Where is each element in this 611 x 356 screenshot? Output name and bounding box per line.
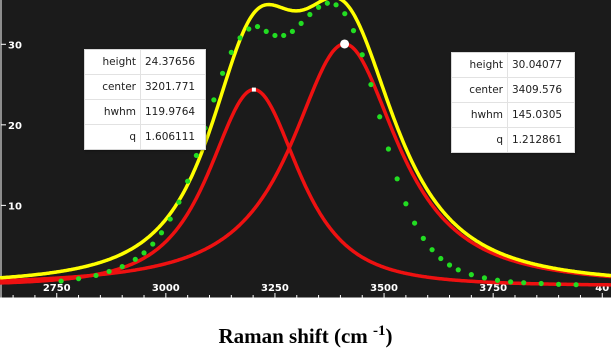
data-point xyxy=(219,70,226,76)
data-point xyxy=(438,255,444,262)
data-point xyxy=(446,262,453,268)
y-tick-label-20: 20 xyxy=(8,121,22,132)
x-tick-label-3500: 3500 xyxy=(370,283,398,294)
data-point xyxy=(176,199,182,205)
x-tick-label-3750: 3750 xyxy=(479,283,507,294)
data-point xyxy=(556,281,562,287)
data-point xyxy=(298,20,304,26)
left-q-label: q xyxy=(85,125,141,149)
right-height-value: 30.04077 xyxy=(512,59,563,71)
right-row-center: center 3409.576 xyxy=(452,78,574,103)
x-axis-title-main: Raman shift (cm xyxy=(218,324,368,348)
data-point xyxy=(307,11,313,18)
left-q-value: 1.606111 xyxy=(145,131,196,143)
data-point xyxy=(403,201,409,207)
data-point xyxy=(494,277,501,283)
x-tick-label-3250: 3250 xyxy=(261,283,289,294)
data-point xyxy=(150,241,156,247)
right-row-q: q 1.212861 xyxy=(452,128,574,152)
x-tick-label-3000: 3000 xyxy=(152,283,180,294)
data-point xyxy=(132,256,138,262)
right-q-value: 1.212861 xyxy=(512,134,563,146)
data-point xyxy=(228,49,234,55)
left-center-value: 3201.771 xyxy=(145,81,196,93)
right-height-label: height xyxy=(452,53,508,77)
data-point xyxy=(521,280,527,286)
component-curve-2 xyxy=(0,42,611,283)
data-point xyxy=(508,279,514,285)
data-point xyxy=(315,4,322,10)
data-point xyxy=(158,230,165,236)
data-point xyxy=(211,97,217,103)
left-row-hwhm: hwhm 119.9764 xyxy=(85,100,205,125)
data-point xyxy=(272,32,278,39)
data-point xyxy=(368,81,374,88)
data-point xyxy=(106,268,112,275)
x-axis-title: Raman shift (cm -1) xyxy=(0,323,611,349)
right-q-label: q xyxy=(452,128,508,152)
y-tick-label-30: 30 xyxy=(8,40,22,51)
right-hwhm-value: 145.0305 xyxy=(512,109,563,121)
data-point xyxy=(193,152,199,159)
data-point xyxy=(246,26,252,32)
data-point xyxy=(573,282,579,288)
data-point xyxy=(538,280,544,287)
data-point xyxy=(58,278,64,284)
data-point xyxy=(237,35,243,41)
data-point xyxy=(342,11,348,17)
right-center-label: center xyxy=(452,78,508,102)
right-row-hwhm: hwhm 145.0305 xyxy=(452,103,574,128)
data-point xyxy=(93,272,99,279)
left-height-value: 24.37656 xyxy=(145,56,196,68)
x-axis-title-superscript: -1 xyxy=(373,323,386,339)
data-point xyxy=(141,250,147,256)
data-point xyxy=(119,263,125,270)
left-row-center: center 3201.771 xyxy=(85,75,205,100)
data-point xyxy=(281,32,287,39)
right-center-value: 3409.576 xyxy=(512,84,563,96)
data-point xyxy=(429,247,435,253)
data-point xyxy=(185,178,191,184)
x-tick-label-4000: 40 xyxy=(595,283,609,294)
x-tick-label-2750: 2750 xyxy=(43,283,71,294)
data-point xyxy=(455,267,461,273)
data-point xyxy=(167,216,173,222)
left-center-label: center xyxy=(85,75,141,99)
fit-curve xyxy=(0,0,611,280)
data-point xyxy=(420,235,426,241)
data-point xyxy=(377,114,383,120)
left-peak-parameters[interactable]: height 24.37656 center 3201.771 hwhm 119… xyxy=(84,49,206,150)
data-point xyxy=(263,28,269,35)
left-height-label: height xyxy=(85,50,141,74)
data-point xyxy=(75,276,82,282)
data-point xyxy=(324,0,330,6)
data-point xyxy=(481,275,488,281)
left-hwhm-value: 119.9764 xyxy=(145,106,196,118)
data-point xyxy=(333,2,339,8)
data-point xyxy=(289,28,296,35)
data-point xyxy=(385,146,392,152)
left-row-q: q 1.606111 xyxy=(85,125,205,149)
data-point xyxy=(350,28,357,34)
peak-handle-1 xyxy=(251,87,256,92)
data-point xyxy=(359,52,365,58)
data-point xyxy=(254,23,261,30)
left-row-height: height 24.37656 xyxy=(85,50,205,75)
data-point xyxy=(412,220,418,226)
left-hwhm-label: hwhm xyxy=(85,100,141,124)
y-tick-label-10: 10 xyxy=(8,201,22,212)
x-axis-title-close: ) xyxy=(385,324,393,348)
data-point xyxy=(468,272,474,278)
peak-handle-2 xyxy=(340,39,350,49)
right-hwhm-label: hwhm xyxy=(452,103,508,127)
right-peak-parameters[interactable]: height 30.04077 center 3409.576 hwhm 145… xyxy=(451,52,575,153)
right-row-height: height 30.04077 xyxy=(452,53,574,78)
data-point xyxy=(394,176,400,182)
